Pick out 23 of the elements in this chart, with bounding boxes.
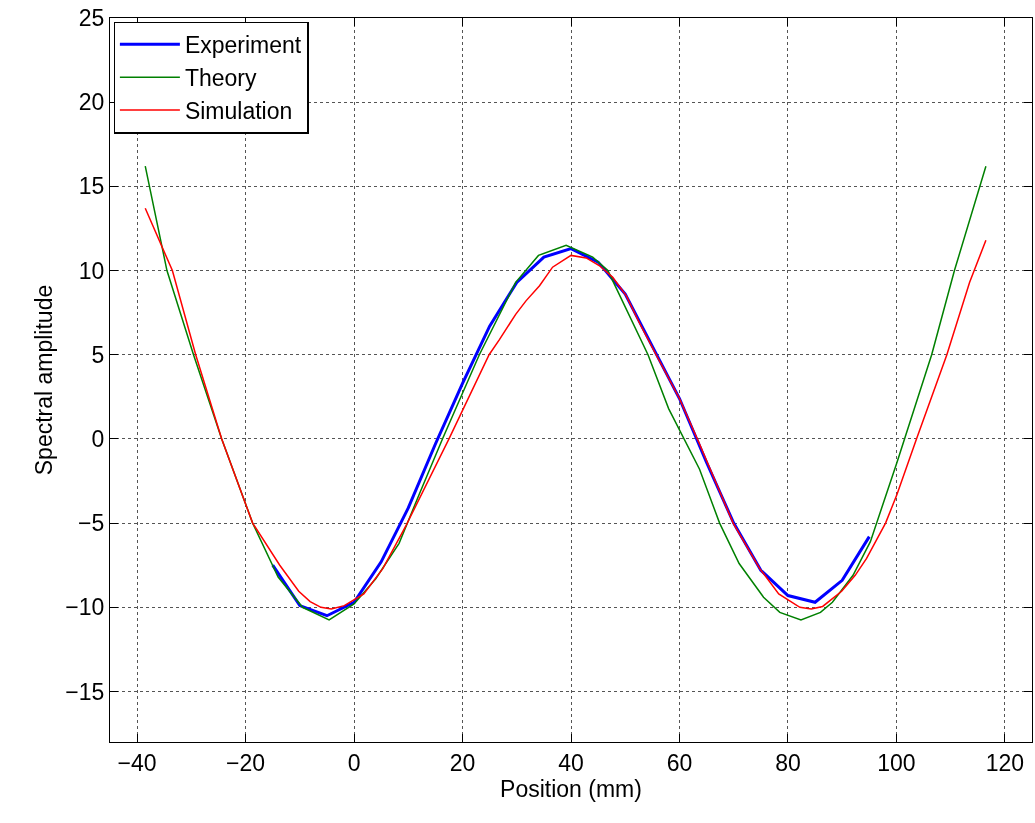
x-tick-label: 40: [558, 749, 584, 776]
x-axis-title: Position (mm): [500, 775, 642, 802]
x-tick-label: 120: [985, 749, 1025, 776]
y-tick-label: 15: [78, 173, 105, 200]
y-tick-label: 0: [91, 425, 105, 452]
x-tick-label: 100: [877, 749, 916, 776]
y-tick-label: −15: [65, 678, 105, 705]
x-tick-label: −20: [226, 749, 266, 776]
legend-label: Simulation: [184, 98, 293, 125]
y-tick-label: 5: [91, 341, 105, 368]
y-axis-title: Spectral amplitude: [30, 284, 57, 476]
legend-label: Theory: [184, 65, 257, 92]
x-tick-label: 20: [449, 749, 476, 776]
x-tick-label: 60: [666, 749, 693, 776]
x-tick-label: 80: [775, 749, 801, 776]
y-tick-label: −10: [65, 594, 105, 621]
y-tick-label: 10: [78, 257, 105, 284]
y-tick-label: −5: [78, 510, 105, 537]
y-tick-label: 25: [78, 5, 105, 32]
y-tick-label: 20: [78, 89, 105, 116]
legend-label: Experiment: [184, 32, 302, 59]
x-tick-label: 0: [347, 749, 361, 776]
x-tick-label: −40: [117, 749, 157, 776]
